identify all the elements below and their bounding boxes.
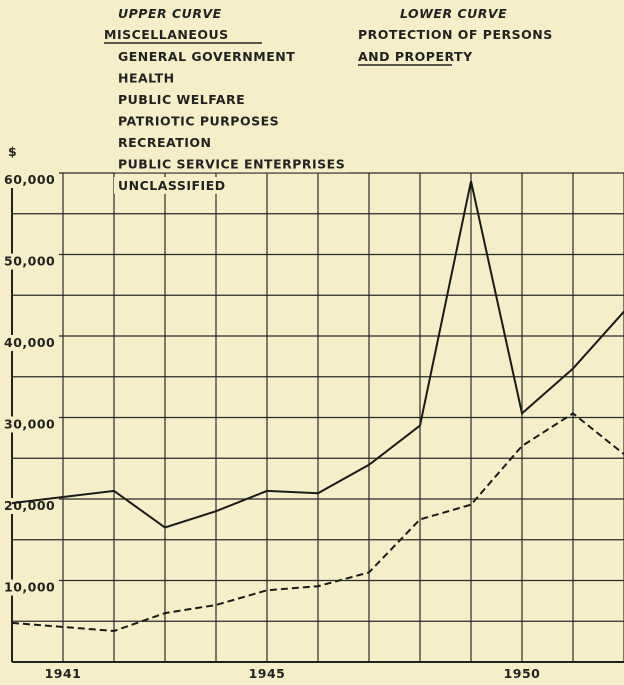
label-background <box>114 177 230 194</box>
label-background <box>3 579 59 596</box>
legend-item: PATRIOTIC PURPOSES <box>118 114 279 129</box>
legend-title: MISCELLANEOUS <box>104 27 229 42</box>
y-tick-label: 10,000 <box>4 580 55 595</box>
legend-item: HEALTH <box>118 71 175 86</box>
x-tick-label: 1941 <box>45 666 82 681</box>
legend-item: UNCLASSIFIED <box>118 178 226 193</box>
label-background <box>3 416 59 433</box>
y-tick-label: 40,000 <box>4 335 55 350</box>
legend-title: AND PROPERTY <box>358 49 473 64</box>
marks <box>11 180 624 633</box>
label-background <box>3 172 59 188</box>
legend-title: PROTECTION OF PERSONS <box>358 27 553 42</box>
y-tick-label: 60,000 <box>4 172 55 187</box>
legend-heading: UPPER CURVE <box>118 6 222 21</box>
label-background <box>3 335 59 351</box>
legend-item: PUBLIC SERVICE ENTERPRISES <box>118 157 345 172</box>
series-line <box>11 180 624 529</box>
grid: 10,00020,00030,00040,00050,00060,0001941… <box>3 172 624 681</box>
y-tick-label: 50,000 <box>4 254 55 269</box>
label-background <box>114 155 350 173</box>
y-axis-label: $ <box>8 144 17 159</box>
label-background <box>3 253 59 270</box>
x-tick-label: 1950 <box>504 666 541 681</box>
series-line <box>11 412 624 633</box>
legend-item: GENERAL GOVERNMENT <box>118 49 295 64</box>
legend-heading: LOWER CURVE <box>400 6 507 21</box>
legend: UPPER CURVE MISCELLANEOUS GENERAL GOVERNME… <box>104 6 553 194</box>
x-tick-label: 1945 <box>249 666 286 681</box>
legend-item: RECREATION <box>118 135 211 150</box>
legend-item: PUBLIC WELFARE <box>118 92 245 107</box>
y-tick-label: 30,000 <box>4 417 55 432</box>
